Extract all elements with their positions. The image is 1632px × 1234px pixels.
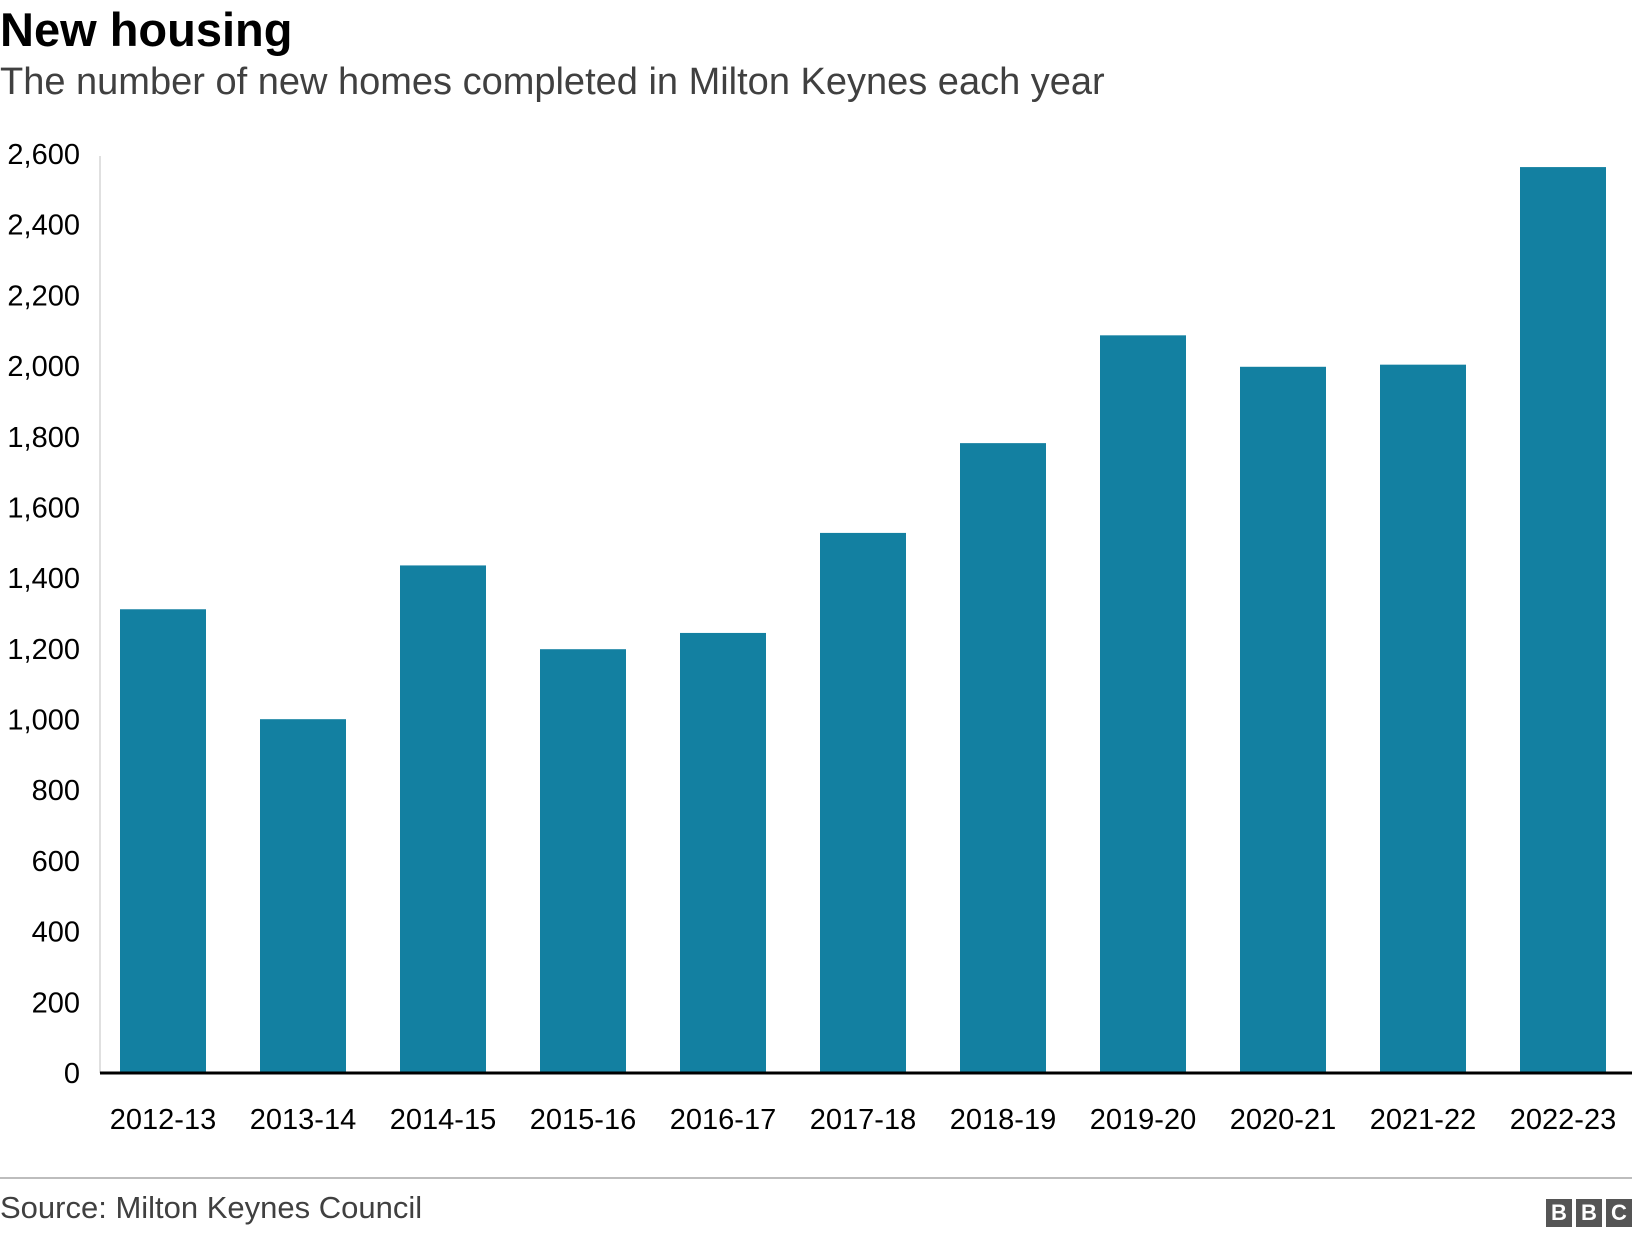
- x-tick-label: 2020-21: [1230, 1104, 1336, 1136]
- bar-2019-20: [1100, 335, 1186, 1073]
- bar-2021-22: [1380, 364, 1466, 1073]
- y-tick-label: 1,800: [7, 422, 80, 454]
- bars: [120, 167, 1606, 1074]
- bar-chart: 0 200 400 600 800 1,000 1,200 1,400 1,600 1,800 2,…: [7, 139, 1632, 1136]
- bar-2013-14: [260, 719, 346, 1073]
- x-tick-label: 2015-16: [530, 1104, 636, 1136]
- y-tick-label: 2,000: [7, 351, 80, 383]
- bbc-logo-block: B: [1546, 1199, 1572, 1227]
- y-tick-label: 800: [32, 775, 80, 807]
- bar-2017-18: [820, 532, 906, 1073]
- x-tick-label: 2018-19: [950, 1104, 1056, 1136]
- bbc-logo-block: C: [1606, 1199, 1632, 1227]
- y-tick-label: 2,200: [7, 280, 80, 312]
- bbc-logo: B B C: [1546, 1199, 1632, 1227]
- y-tick-label: 600: [32, 846, 80, 878]
- y-tick-label: 1,600: [7, 492, 80, 524]
- x-tick-label: 2014-15: [390, 1104, 496, 1136]
- x-tick-label: 2012-13: [110, 1104, 216, 1136]
- y-tick-label: 0: [64, 1058, 80, 1090]
- x-tick-label: 2021-22: [1370, 1104, 1476, 1136]
- y-tick-label: 1,000: [7, 705, 80, 737]
- bar-2015-16: [540, 649, 626, 1073]
- y-tick-label: 2,600: [7, 139, 80, 171]
- bar-2018-19: [960, 443, 1046, 1073]
- bbc-logo-block: B: [1576, 1199, 1602, 1227]
- y-tick-label: 2,400: [7, 210, 80, 242]
- source-note: Source: Milton Keynes Council: [0, 1190, 423, 1225]
- chart-subtitle: The number of new homes completed in Mil…: [0, 61, 1105, 103]
- y-tick-label: 400: [32, 917, 80, 949]
- y-tick-label: 1,400: [7, 563, 80, 595]
- x-tick-label: 2022-23: [1510, 1104, 1616, 1136]
- x-tick-label: 2019-20: [1090, 1104, 1196, 1136]
- x-tick-labels: 2012-13 2013-14 2014-15 2015-16 2016-17 2017-…: [110, 1104, 1616, 1136]
- chart-title: New housing: [0, 3, 293, 56]
- bar-2022-23: [1520, 167, 1606, 1074]
- bar-2016-17: [680, 632, 766, 1073]
- bar-2012-13: [120, 609, 206, 1073]
- bar-2020-21: [1240, 366, 1326, 1074]
- x-tick-label: 2017-18: [810, 1104, 916, 1136]
- y-tick-label: 1,200: [7, 634, 80, 666]
- y-tick-labels: 0 200 400 600 800 1,000 1,200 1,400 1,600 1,800 2,…: [7, 139, 80, 1090]
- x-tick-label: 2013-14: [250, 1104, 356, 1136]
- x-tick-label: 2016-17: [670, 1104, 776, 1136]
- y-tick-label: 200: [32, 987, 80, 1019]
- footer-divider: [0, 1177, 1632, 1179]
- bar-2014-15: [400, 565, 486, 1073]
